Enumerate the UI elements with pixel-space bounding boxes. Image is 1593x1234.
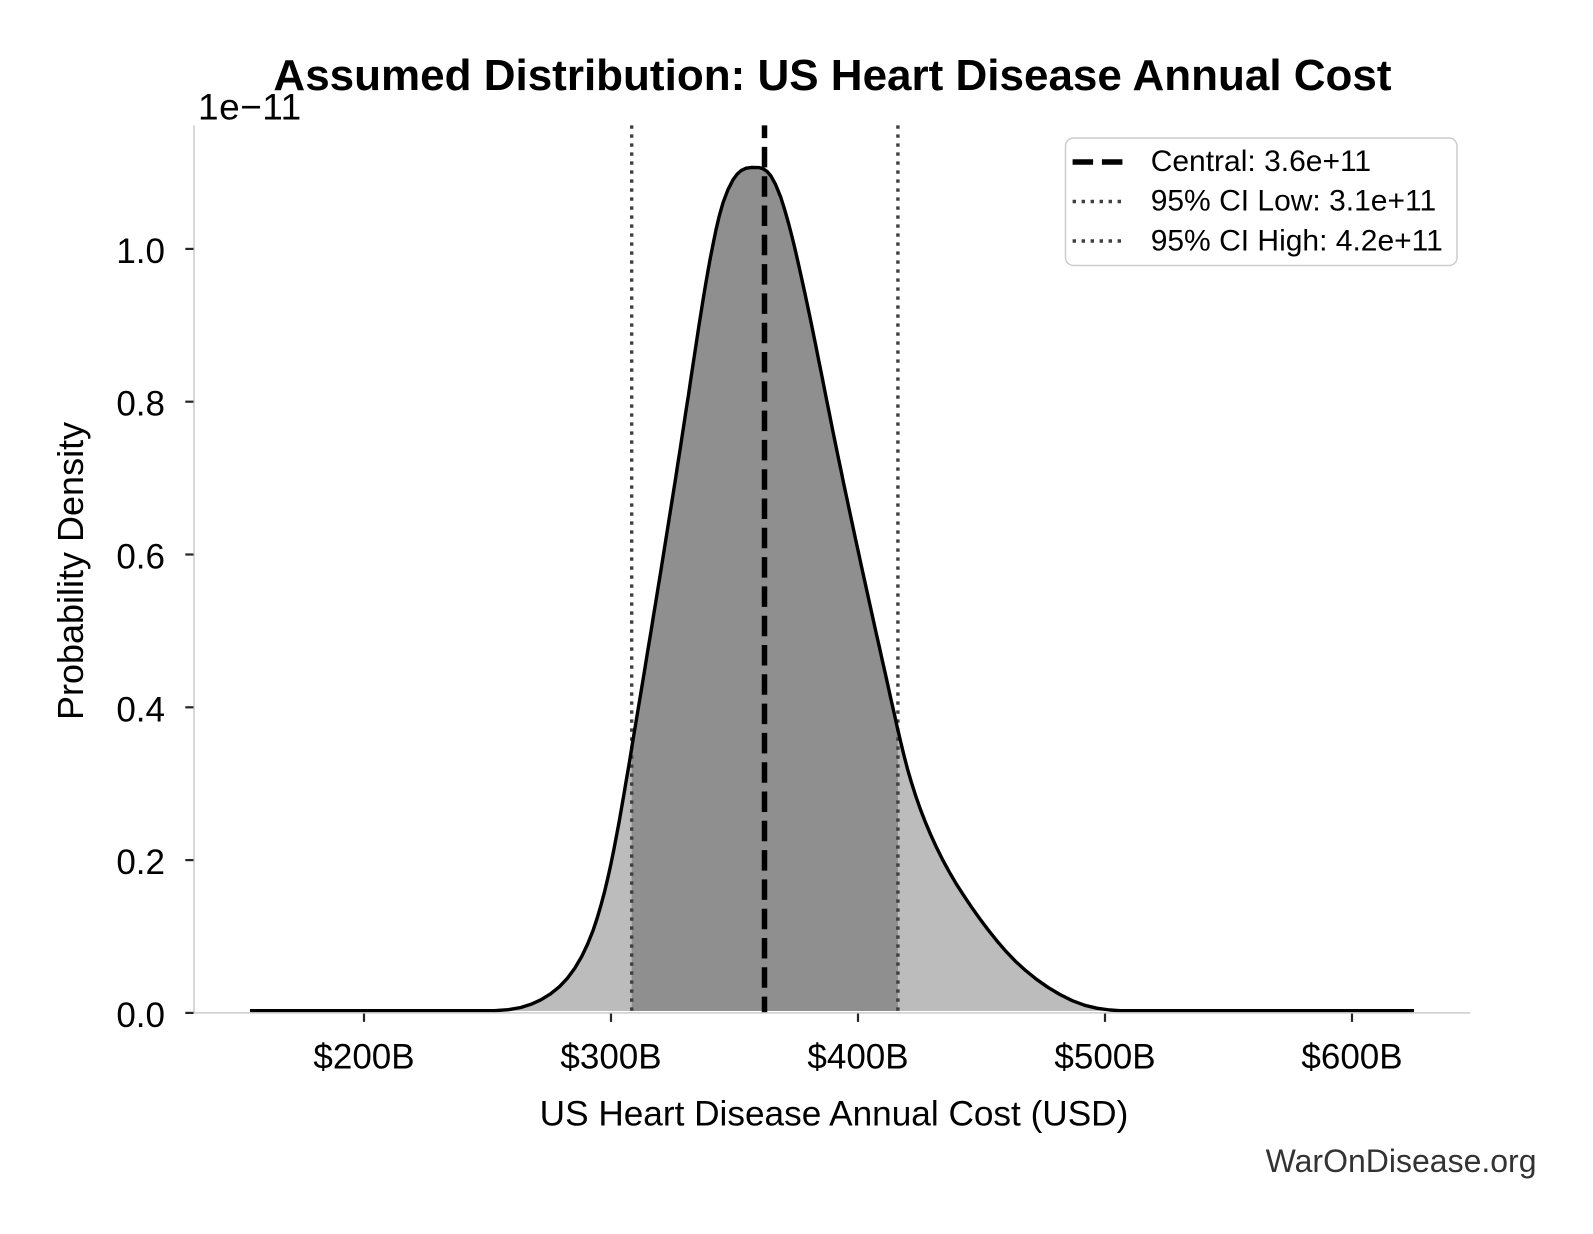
svg-text:Assumed Distribution: US Heart: Assumed Distribution: US Heart Disease A… bbox=[273, 51, 1391, 100]
svg-text:$300B: $300B bbox=[560, 1038, 661, 1077]
svg-text:1e−11: 1e−11 bbox=[198, 87, 302, 128]
svg-text:Central: 3.6e+11: Central: 3.6e+11 bbox=[1151, 145, 1371, 178]
svg-text:$500B: $500B bbox=[1054, 1038, 1155, 1077]
svg-text:$600B: $600B bbox=[1301, 1038, 1402, 1077]
svg-text:$400B: $400B bbox=[807, 1038, 908, 1077]
svg-text:0.8: 0.8 bbox=[116, 385, 165, 424]
svg-text:1.0: 1.0 bbox=[116, 232, 165, 271]
svg-text:0.2: 0.2 bbox=[116, 843, 165, 882]
svg-text:Probability Density: Probability Density bbox=[50, 422, 91, 720]
svg-text:0.4: 0.4 bbox=[116, 690, 165, 729]
svg-text:WarOnDisease.org: WarOnDisease.org bbox=[1266, 1143, 1537, 1179]
svg-text:0.6: 0.6 bbox=[116, 538, 165, 577]
svg-text:US Heart Disease Annual Cost (: US Heart Disease Annual Cost (USD) bbox=[540, 1095, 1129, 1134]
svg-text:0.0: 0.0 bbox=[116, 996, 165, 1035]
svg-text:95% CI High: 4.2e+11: 95% CI High: 4.2e+11 bbox=[1151, 224, 1443, 257]
svg-text:95% CI Low: 3.1e+11: 95% CI Low: 3.1e+11 bbox=[1151, 185, 1436, 218]
svg-text:$200B: $200B bbox=[313, 1038, 414, 1077]
